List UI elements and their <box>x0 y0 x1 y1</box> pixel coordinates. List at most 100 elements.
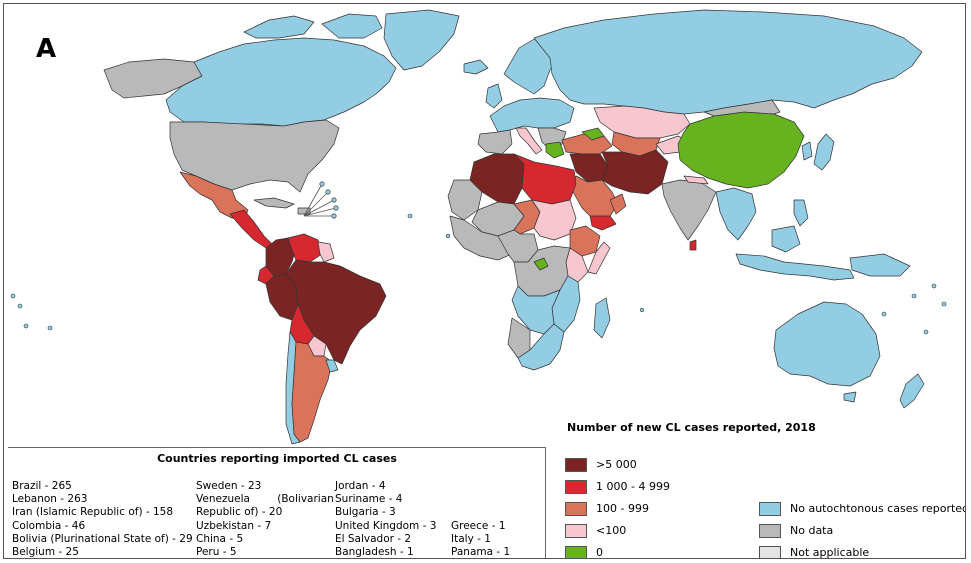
region-japan <box>813 133 835 171</box>
region-oman <box>609 193 627 215</box>
legend-label: >5 000 <box>596 458 637 471</box>
region-sri-lanka <box>689 239 697 251</box>
region-china <box>677 111 805 189</box>
region-cuba <box>253 197 295 209</box>
region-iran-afghanistan-pakistan <box>601 149 669 195</box>
region-new-zealand <box>899 373 925 409</box>
legend-swatch <box>759 546 781 558</box>
imported-case-entry: Republic of) - 20 <box>196 506 283 519</box>
region-greenland <box>383 9 460 71</box>
island-dot <box>881 311 887 317</box>
imported-cases-box: Countries reporting imported CL cases Br… <box>8 447 546 559</box>
imported-cases-column-2: Sweden - 23 Venezuela (Bolivarian Republ… <box>196 480 334 559</box>
imported-case-entry: Colombia - 46 <box>12 519 86 532</box>
island-dot <box>445 233 451 239</box>
region-guianas <box>317 241 335 263</box>
region-philippines <box>793 199 809 227</box>
imported-case-entry: Belgium - 25 <box>12 546 79 559</box>
island-dot <box>17 303 23 309</box>
caribbean-island-callout <box>319 181 325 187</box>
legend-swatch <box>565 546 587 558</box>
imported-case-entry: Jordan - 4 <box>335 480 386 492</box>
imported-case-entry: Bulgaria - 3 <box>335 506 396 519</box>
region-mongolia <box>703 99 781 117</box>
imported-case-entry: Bangladesh - 1 <box>335 546 414 559</box>
legend-swatch <box>759 524 781 538</box>
legend-swatch <box>565 458 587 472</box>
caribbean-island-callout <box>331 197 337 203</box>
region-western-europe <box>489 97 575 133</box>
map-figure: A Countries reporting imported CL cases … <box>3 3 966 559</box>
region-borneo <box>771 225 801 253</box>
legend-label: No data <box>790 524 834 537</box>
legend-title: Number of new CL cases reported, 2018 <box>567 421 816 434</box>
imported-case-entry: Lebanon - 263 <box>12 493 88 506</box>
legend-label: <100 <box>596 524 627 537</box>
legend-label: No autochtonous cases reported <box>790 502 966 515</box>
island-dot <box>911 293 917 299</box>
region-drc-green <box>533 257 549 271</box>
imported-cases-column-4: Greece - 1 Italy - 1 Panama - 1 <box>451 519 511 558</box>
imported-case-entry: Bolivia (Plurinational State of) - 29 <box>12 532 193 545</box>
caribbean-island-callout <box>331 213 337 219</box>
region-nepal <box>683 175 709 185</box>
legend-swatch <box>565 502 587 516</box>
region-italy <box>515 127 543 155</box>
imported-case-entry: Italy - 1 <box>451 532 491 545</box>
imported-case-entry: El Salvador - 2 <box>335 532 412 545</box>
region-tasmania <box>843 391 857 403</box>
legend-label: Not applicable <box>790 546 870 559</box>
region-arctic-islands-2 <box>321 13 383 39</box>
region-iceland <box>463 59 489 75</box>
imported-case-entry: Panama - 1 <box>451 546 511 558</box>
legend-label: 100 - 999 <box>596 502 649 515</box>
imported-case-entry: Sweden - 23 <box>196 480 262 492</box>
world-map <box>10 9 947 445</box>
imported-cases-title: Countries reporting imported CL cases <box>157 452 397 465</box>
imported-case-entry: Peru - 5 <box>196 546 237 559</box>
region-greece-turkey-green <box>545 141 565 159</box>
region-sudan <box>531 199 577 241</box>
imported-case-entry: Iran (Islamic Republic of) - 158 <box>12 506 174 519</box>
imported-cases-column-1: Brazil - 265 Lebanon - 263 Iran (Islamic… <box>12 480 193 559</box>
imported-case-entry: Uzbekistan - 7 <box>196 519 272 532</box>
imported-case-entry: Greece - 1 <box>451 519 506 532</box>
legend-swatch <box>759 502 781 516</box>
region-korea <box>801 141 813 161</box>
region-somalia <box>587 241 611 275</box>
legend-label: 1 000 - 4 999 <box>596 480 670 493</box>
region-turkey <box>561 133 613 155</box>
region-caucasus <box>581 127 605 141</box>
island-dot <box>10 293 16 299</box>
region-kazakhstan <box>593 105 691 139</box>
region-usa <box>169 119 340 193</box>
region-indonesia <box>735 253 855 281</box>
imported-case-entry: United Kingdom - 3 <box>335 519 437 532</box>
map-legend: Number of new CL cases reported, 2018 >5… <box>559 414 965 559</box>
region-iberia <box>477 129 513 155</box>
imported-case-entry: China - 5 <box>196 532 244 545</box>
island-dot <box>639 307 645 313</box>
imported-case-entry: Brazil - 265 <box>12 480 72 492</box>
panel-label: A <box>36 34 57 64</box>
imported-cases-column-3: Jordan - 4 Suriname - 4 Bulgaria - 3 Uni… <box>335 480 437 559</box>
region-india <box>661 179 717 241</box>
caribbean-island-callout <box>325 189 331 195</box>
region-russia <box>533 9 923 115</box>
region-libya-egypt-tunisia <box>513 153 577 205</box>
region-uruguay <box>325 359 339 373</box>
imported-case-entry: Suriname - 4 <box>335 493 403 506</box>
region-west-sahara-mauritania <box>447 179 483 221</box>
island-dot <box>47 325 53 331</box>
island-dot <box>923 329 929 335</box>
region-argentina <box>291 341 333 443</box>
region-uk <box>485 83 503 109</box>
legend-swatch <box>565 480 587 494</box>
region-madagascar <box>593 297 611 339</box>
island-dot <box>941 301 947 307</box>
island-dot <box>23 323 29 329</box>
caribbean-island-callout <box>333 205 339 211</box>
island-dot <box>407 213 413 219</box>
legend-swatch <box>565 524 587 538</box>
legend-label: 0 <box>596 546 603 559</box>
